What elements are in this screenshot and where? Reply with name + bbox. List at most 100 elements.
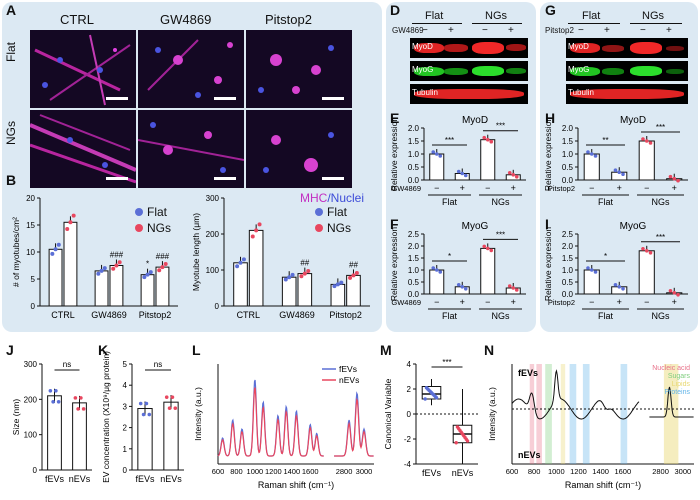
blot-d-row-tubulin: Tubulin bbox=[412, 88, 438, 97]
data-point bbox=[507, 284, 512, 288]
data-point bbox=[76, 407, 80, 411]
data-point bbox=[432, 393, 436, 397]
y-tick-label: 100 bbox=[206, 266, 220, 275]
sign-label: + bbox=[460, 183, 465, 193]
data-point bbox=[434, 268, 439, 272]
data-point bbox=[676, 293, 680, 297]
bar-ngs bbox=[248, 229, 264, 307]
blot-g-condition-flat: Flat bbox=[582, 10, 601, 22]
data-point bbox=[144, 401, 149, 406]
label-nevs: nEVs bbox=[518, 450, 541, 460]
spectrum-nevs bbox=[217, 387, 324, 457]
data-point bbox=[147, 412, 152, 417]
data-point bbox=[617, 170, 622, 174]
sign-label: + bbox=[511, 297, 516, 307]
data-point bbox=[79, 396, 83, 400]
data-point bbox=[438, 270, 443, 274]
data-point bbox=[53, 247, 58, 252]
chart-l: Intensity (a.u.) 600 800 1000 1200 1400 1600 28… bbox=[193, 364, 374, 490]
data-point bbox=[456, 169, 461, 174]
significance-mark: ns bbox=[63, 360, 71, 369]
data-point bbox=[593, 154, 598, 158]
x-tick-label: 1200 bbox=[265, 467, 282, 476]
data-point bbox=[617, 285, 622, 289]
y-tick-label: 2.5 bbox=[408, 230, 420, 239]
data-point bbox=[54, 389, 58, 393]
data-point bbox=[482, 244, 487, 249]
bar bbox=[583, 153, 600, 181]
data-point bbox=[434, 152, 439, 156]
data-point bbox=[511, 173, 516, 177]
significance-mark: *** bbox=[656, 123, 665, 132]
significance-mark: ns bbox=[154, 360, 162, 369]
y-axis-label: Relative expression bbox=[543, 227, 553, 301]
y-tick-label: -4 bbox=[404, 460, 412, 469]
y-tick-label: 300 bbox=[24, 360, 38, 369]
group-label: Flat bbox=[598, 197, 614, 207]
bar bbox=[583, 269, 600, 295]
bar bbox=[638, 140, 655, 181]
legend-label: fEVs bbox=[339, 364, 357, 374]
y-axis-label: Relative expression bbox=[389, 227, 399, 301]
sign-label: − bbox=[589, 297, 594, 307]
bar-flat bbox=[330, 283, 346, 307]
blot-d-bracket-flat bbox=[412, 23, 462, 24]
y-tick-label: 1.0 bbox=[408, 150, 420, 159]
data-point bbox=[302, 271, 307, 276]
blot-g-myog bbox=[566, 61, 688, 81]
data-point bbox=[463, 173, 468, 178]
data-point bbox=[668, 289, 673, 293]
difference-spectrum bbox=[511, 369, 640, 420]
col-header-pitstop2: Pitstop2 bbox=[265, 12, 312, 27]
x-tick-label: 1600 bbox=[302, 467, 319, 476]
significance-mark: * bbox=[604, 252, 607, 261]
bar-flat bbox=[233, 262, 248, 307]
data-point bbox=[73, 396, 78, 400]
data-point bbox=[459, 430, 463, 434]
col-header-gw4869: GW4869 bbox=[160, 12, 212, 27]
bar-ngs bbox=[109, 265, 124, 307]
significance-mark: ### bbox=[110, 251, 124, 260]
x-tick-label: 1400 bbox=[283, 467, 300, 476]
legend-label: Sugars bbox=[668, 373, 691, 380]
bar bbox=[429, 269, 445, 295]
data-point bbox=[287, 275, 292, 280]
data-point bbox=[641, 247, 645, 251]
data-point bbox=[68, 220, 73, 225]
x-tick-label: CTRL bbox=[51, 310, 75, 320]
x-tick-label: fEVs bbox=[135, 474, 155, 484]
y-tick-label: 0.0 bbox=[408, 290, 420, 299]
y-tick-label: 300 bbox=[206, 194, 220, 203]
chart-b: 0 5 10 15 20 # of myotubes/cm² CTRL GW4869 Pitst… bbox=[11, 194, 178, 320]
significance-mark: ## bbox=[300, 259, 309, 268]
y-axis-label: Relative expression bbox=[543, 117, 553, 191]
blot-d-myod bbox=[410, 38, 528, 58]
y-tick-label: 5 bbox=[31, 275, 36, 284]
data-point bbox=[589, 152, 594, 156]
y-tick-label: 3 bbox=[123, 402, 128, 411]
y-tick-label: 0 bbox=[123, 466, 128, 475]
bar-flat bbox=[94, 270, 109, 307]
treatment-label: GW4869 bbox=[391, 184, 421, 193]
panel-letter-d: D bbox=[390, 2, 401, 18]
data-point bbox=[141, 412, 146, 417]
data-point bbox=[485, 137, 490, 142]
blot-g-sign: + bbox=[666, 25, 672, 36]
data-point bbox=[50, 251, 55, 256]
data-point bbox=[676, 178, 680, 183]
y-tick-label: 2.0 bbox=[562, 242, 574, 251]
data-point bbox=[148, 270, 153, 275]
data-point bbox=[460, 285, 465, 289]
data-point bbox=[348, 275, 353, 280]
legend-flat-dot bbox=[135, 208, 143, 216]
y-tick-label: 0.5 bbox=[562, 278, 574, 287]
legend-ngs-dot bbox=[135, 224, 143, 232]
y-axis-label: # of myotubes/cm² bbox=[11, 217, 21, 287]
data-point bbox=[485, 246, 490, 251]
data-point bbox=[668, 174, 673, 179]
data-point bbox=[672, 291, 677, 295]
chart-title: MyoG bbox=[620, 221, 647, 232]
blot-d-condition-ngs: NGs bbox=[485, 10, 507, 22]
data-point bbox=[163, 262, 168, 267]
bar bbox=[638, 250, 655, 295]
